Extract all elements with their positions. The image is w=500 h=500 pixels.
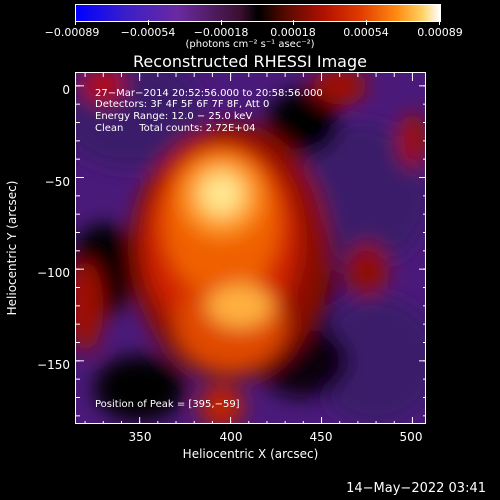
x-tick-label: 450 — [309, 430, 333, 444]
colorbar-tick — [439, 20, 440, 25]
heatmap-blob — [199, 172, 244, 216]
heatmap-image — [76, 73, 425, 423]
colorbar-label: −0.00054 — [120, 26, 176, 39]
info-energy: Energy Range: 12.0 − 25.0 keV — [95, 111, 253, 122]
y-tick-label: −50 — [44, 175, 70, 189]
timestamp: 14−May−2022 03:41 — [346, 481, 486, 496]
y-tick-label: −150 — [37, 358, 70, 372]
colorbar-tick — [366, 20, 367, 25]
colorbar-label: −0.00018 — [193, 26, 249, 39]
colorbar-tick — [221, 20, 222, 25]
colorbar-label: 0.00018 — [270, 26, 316, 39]
colorbar-units: (photons cm⁻² s⁻¹ asec⁻²) — [185, 39, 315, 50]
peak-position: Position of Peak = [395,−59] — [95, 399, 240, 410]
info-time: 27−Mar−2014 20:52:56.000 to 20:58:56.000 — [95, 88, 323, 99]
heatmap-blob — [266, 89, 340, 156]
heatmap-blob — [199, 384, 244, 423]
x-axis-label: Heliocentric X (arcsec) — [182, 447, 319, 461]
y-axis-label: Heliocentric Y (arcsec) — [5, 148, 19, 348]
heatmap-blob — [345, 241, 389, 297]
x-tick-label: 500 — [399, 430, 423, 444]
x-tick-label: 400 — [219, 430, 243, 444]
colorbar — [75, 4, 441, 22]
colorbar-label: −0.00089 — [44, 26, 100, 39]
y-axis-label-text: Heliocentric Y (arcsec) — [5, 180, 19, 316]
heatmap-blob — [81, 73, 126, 105]
heatmap-blob — [312, 73, 367, 105]
y-tick-label: 0 — [62, 83, 70, 97]
x-tick-label: 350 — [128, 430, 152, 444]
heatmap-blob — [76, 260, 104, 352]
info-counts: Clean Total counts: 2.72E+04 — [95, 123, 256, 134]
heatmap-blob — [397, 113, 425, 169]
colorbar-label: 0.00089 — [417, 26, 463, 39]
heatmap-blob — [94, 355, 186, 422]
colorbar-tick — [148, 20, 149, 25]
info-detectors: Detectors: 3F 4F 5F 6F 7F 8F, Att 0 — [95, 99, 270, 110]
heatmap-blob — [206, 283, 273, 328]
colorbar-tick — [75, 20, 76, 25]
plot-area — [75, 72, 426, 424]
colorbar-tick — [293, 20, 294, 25]
chart-title: Reconstructed RHESSI Image — [133, 52, 367, 71]
y-tick-label: −100 — [37, 266, 70, 280]
heatmap-blob — [312, 296, 425, 423]
colorbar-label: 0.00054 — [343, 26, 389, 39]
